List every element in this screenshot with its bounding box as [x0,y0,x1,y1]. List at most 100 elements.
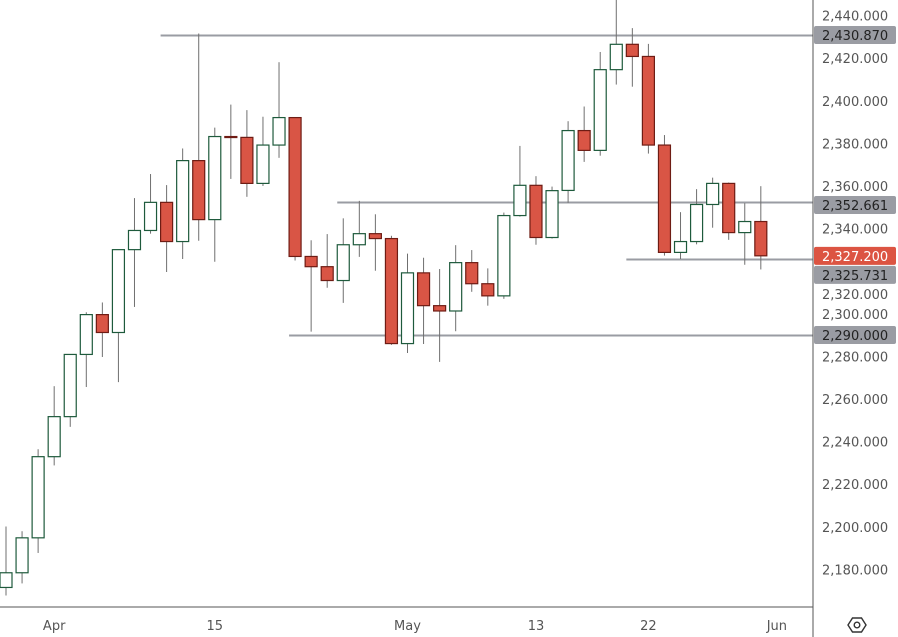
candle-down [481,268,495,306]
candle-body [577,129,591,151]
level-price-label: 2,290.000 [814,326,896,345]
price-tick-label: 2,240.000 [822,436,888,451]
price-axis[interactable]: 2,440.000 2,420.000 2,400.000 2,380.000 2,36… [822,10,888,579]
candle-up [449,245,463,332]
candle-body [609,43,623,71]
candle-body [706,182,720,206]
candle-body [657,144,672,254]
candle-body [641,55,656,146]
candle-body [127,229,142,251]
candle-down [722,182,736,240]
candle-body [192,160,206,221]
candles [0,0,768,596]
candle-body [336,244,350,282]
price-tick-label: 2,260.000 [822,393,888,408]
candle-up [79,312,93,388]
candle-down [95,302,109,357]
candle-up [15,531,29,584]
candle-down [304,240,318,332]
candle-body [352,233,366,246]
candle-up [706,177,720,228]
candle-body [689,203,704,243]
current-price-label: 2,327.200 [814,246,896,265]
candle-down [657,135,672,256]
candle-down [433,269,447,362]
settings-hexagon-icon[interactable] [847,617,867,633]
candle-up [352,200,366,257]
candle-down [529,176,543,245]
candle-up [738,203,752,265]
candle-body [497,214,511,297]
candle-up [272,62,286,158]
level-price-label: 2,352.661 [814,195,896,214]
candle-body [738,220,752,234]
candle-body [481,283,495,297]
candle-body [79,314,93,356]
price-tick-label: 2,280.000 [822,350,888,365]
candle-up [561,121,575,203]
candle-body [240,136,254,184]
candle-body [47,416,61,458]
candle-up [0,526,13,596]
candle-up [673,212,688,260]
time-tick-label: Jun [766,619,787,634]
candle-body [256,144,270,184]
candle-up [400,253,415,353]
candle-body [95,314,109,334]
level-price-text: 2,325.731 [822,269,888,284]
price-tick-label: 2,200.000 [822,521,888,536]
time-tick-label: 22 [640,619,657,634]
candle-body [545,190,559,239]
candle-down [641,43,656,154]
candle-down [192,33,206,241]
candle-body [160,201,174,243]
candle-body [111,249,126,334]
candle-body [625,43,639,58]
level-price-label: 2,325.731 [814,265,896,284]
time-tick-label: 13 [528,619,545,634]
candle-body [288,116,302,258]
candle-down [465,250,479,292]
level-price-text: 2,430.870 [822,29,888,44]
candle-down [368,214,382,271]
level-price-text: 2,290.000 [822,329,888,344]
candle-body [208,135,222,221]
candle-up [111,249,126,383]
candle-body [31,456,45,539]
candle-up [143,174,158,234]
candle-body [143,201,158,232]
current-price-text: 2,327.200 [822,250,888,265]
candle-down [625,28,639,87]
price-tick-label: 2,360.000 [822,180,888,195]
time-axis[interactable]: Apr 15 May 13 22 Jun [43,619,787,634]
candle-up [336,218,350,303]
price-tick-label: 2,180.000 [822,563,888,578]
candle-down [577,106,591,162]
candle-body [673,240,688,254]
candle-body [15,537,29,574]
candle-body [384,237,399,345]
candle-up [63,353,77,427]
candle-up [176,148,190,260]
candle-down [320,234,334,288]
candle-body [465,262,479,285]
candle-body [593,69,607,151]
price-tick-label: 2,400.000 [822,95,888,110]
time-tick-label: May [394,619,421,634]
candle-body [433,305,447,312]
candle-up [513,145,527,217]
candle-down [384,235,399,345]
price-tick-label: 2,220.000 [822,478,888,493]
level-price-box [814,326,896,345]
candle-down [754,186,768,270]
level-price-box [814,195,896,214]
candle-down [224,104,238,179]
price-labels: 2,430.870 2,352.661 2,327.200 2,325.731 2,29… [814,26,896,345]
current-price-box [814,246,896,265]
candle-body [754,220,768,257]
candle-body [176,160,190,243]
candle-down [288,116,302,261]
price-tick-label: 2,320.000 [822,288,888,303]
candle-down [160,185,174,273]
